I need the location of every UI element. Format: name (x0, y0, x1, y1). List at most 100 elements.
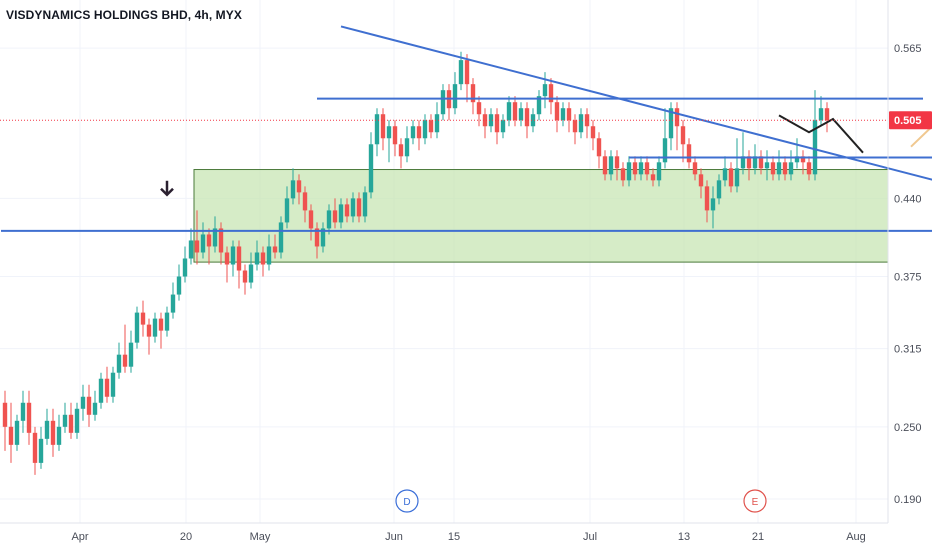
candle-up (500, 120, 506, 133)
x-tick-label: Apr (71, 531, 88, 543)
candle-up (230, 246, 236, 265)
candle-down (494, 114, 500, 133)
candle-down (356, 198, 362, 217)
candle-down (68, 414, 74, 433)
candle-up (404, 138, 410, 157)
candle-up (188, 240, 194, 259)
candle-down (746, 156, 752, 169)
y-tick-label: 0.315 (894, 344, 922, 356)
descending-trendline (340, 25, 932, 181)
candle-down (770, 162, 776, 175)
candle-up (116, 354, 122, 373)
y-tick-label: 0.565 (894, 43, 922, 55)
candle-down (224, 252, 230, 265)
candle-up (560, 108, 566, 121)
candle-up (740, 156, 746, 169)
candle-down (806, 162, 812, 175)
candle-up (338, 204, 344, 223)
candle-up (284, 198, 290, 223)
y-tick-label: 0.440 (894, 193, 922, 205)
y-tick-label: 0.250 (894, 422, 922, 434)
candle-down (242, 270, 248, 283)
candle-down (140, 312, 146, 325)
candle-down (602, 156, 608, 175)
candle-down (272, 246, 278, 253)
candle-down (824, 108, 830, 121)
candle-down (296, 180, 302, 193)
candle-up (626, 162, 632, 181)
candle-up (410, 126, 416, 139)
candle-down (332, 210, 338, 223)
candles-layer (2, 51, 830, 475)
x-tick-label: Aug (846, 531, 866, 543)
candle-down (8, 426, 14, 445)
candle-up (722, 168, 728, 181)
candle-down (236, 246, 242, 271)
candle-up (776, 162, 782, 175)
candle-up (362, 192, 368, 217)
candle-up (710, 198, 716, 211)
candle-down (146, 324, 152, 337)
candle-down (218, 228, 224, 253)
x-tick-label: 21 (752, 531, 764, 543)
event-marker-d[interactable] (395, 489, 419, 513)
candle-down (260, 252, 266, 265)
y-tick-label: 0.190 (894, 494, 922, 506)
candle-up (452, 84, 458, 109)
candle-down (632, 162, 638, 175)
candle-up (386, 126, 392, 139)
candle-up (668, 108, 674, 139)
candle-down (32, 432, 38, 463)
candle-up (764, 162, 770, 169)
candle-down (206, 234, 212, 247)
x-tick-label: May (250, 531, 271, 543)
candle-up (530, 114, 536, 127)
candle-down (644, 162, 650, 175)
candle-up (350, 198, 356, 217)
candle-up (374, 114, 380, 145)
candle-down (572, 120, 578, 133)
x-tick-label: Jul (583, 531, 597, 543)
x-tick-label: 20 (180, 531, 192, 543)
candle-up (536, 96, 542, 115)
candle-up (422, 120, 428, 139)
candle-up (248, 264, 254, 283)
candle-down (596, 138, 602, 157)
candle-up (38, 438, 44, 463)
candle-up (164, 312, 170, 331)
candle-up (716, 180, 722, 199)
candle-down (428, 120, 434, 133)
candle-down (620, 168, 626, 181)
candle-up (818, 108, 824, 121)
current-price-label: 0.505 (894, 115, 922, 127)
x-tick-label: Jun (385, 531, 403, 543)
candle-down (470, 84, 476, 103)
candle-down (512, 102, 518, 121)
candle-down (464, 60, 470, 85)
candle-up (326, 210, 332, 229)
candle-up (44, 420, 50, 439)
candle-up (506, 102, 512, 121)
candle-up (608, 156, 614, 175)
candle-up (212, 228, 218, 247)
candle-up (440, 90, 446, 115)
down-arrow-head-icon (160, 187, 174, 197)
candle-down (482, 114, 488, 127)
candle-up (752, 156, 758, 169)
candle-down (398, 144, 404, 157)
candle-down (392, 126, 398, 145)
candle-down (158, 318, 164, 331)
candle-up (254, 252, 260, 265)
candle-up (170, 294, 176, 313)
event-marker-e[interactable] (743, 489, 767, 513)
candle-down (26, 402, 32, 433)
candle-down (380, 114, 386, 139)
candle-down (302, 192, 308, 211)
breakout-projection-arrow (910, 125, 932, 148)
candle-down (104, 378, 110, 397)
candle-down (704, 186, 710, 211)
chart-title: VISDYNAMICS HOLDINGS BHD, 4h, MYX (6, 8, 242, 22)
